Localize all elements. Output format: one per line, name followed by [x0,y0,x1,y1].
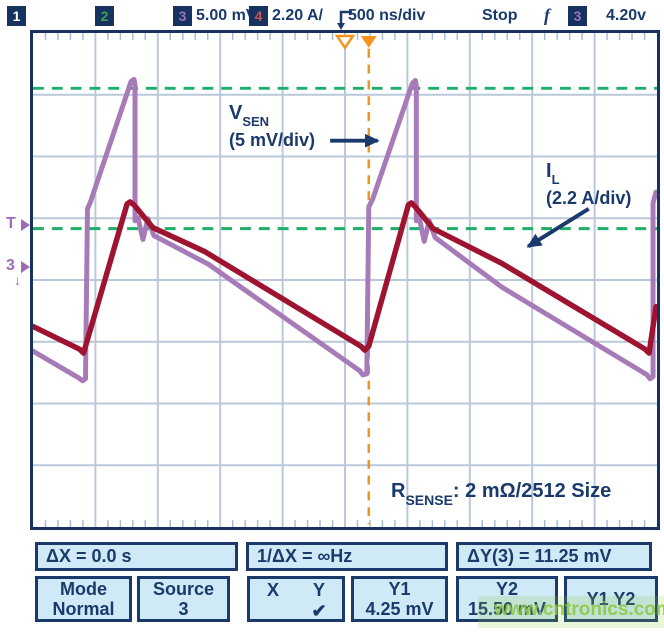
il-symbol: I [546,160,552,182]
y1-label: Y1 [388,579,411,599]
channel-3-badge[interactable]: 3 [173,6,192,26]
source-value: 3 [178,599,189,619]
measurement-panel: ΔX = 0.0 s 1/ΔX = ∞Hz ΔY(3) = 11.25 mV M… [0,536,664,634]
delta-x-readout[interactable]: ΔX = 0.0 s [35,542,238,571]
inv-delta-x-readout[interactable]: 1/ΔX = ∞Hz [246,542,448,571]
y1y2-cursor-button[interactable]: Y1 Y2 [564,576,658,622]
top-bar: 1 2 3 5.00 mV 4 2.20 A/ 500 ns/div Stop … [0,0,664,30]
trigger-marker-arrow-icon [21,219,30,231]
xy-cursor-button[interactable]: X Y ✔ [247,576,345,622]
channel-2-label: 2 [100,8,109,24]
mode-value: Normal [52,599,115,619]
run-state[interactable]: Stop [482,7,518,24]
il-label: IL (2.2 A/div) [546,161,631,209]
trigger-type-symbol: f [544,5,550,25]
mode-button[interactable]: Mode Normal [35,576,132,622]
channel-4-badge[interactable]: 4 [249,6,268,26]
rsense-label: RSENSE: 2 mΩ/2512 Size [391,480,612,509]
source-button[interactable]: Source 3 [137,576,230,622]
watermark-band [478,596,664,628]
vsen-scale: (5 mV/div) [229,129,316,150]
y2-label: Y2 [495,579,519,599]
x-cursor-label: X [266,580,279,600]
trigger-level-marker: T [6,215,16,232]
source-label: Source [152,579,215,599]
channel-3-label: 3 [178,8,187,24]
rsense-symbol: R [391,480,406,502]
channel-4-scale: 2.20 A/ [272,7,323,24]
mode-label: Mode [60,579,107,599]
vsen-symbol: V [229,102,243,124]
vsen-label: VSEN (5 mV/div) [229,103,315,151]
waveform-canvas [33,33,657,527]
y2-value: 15.50 mV [467,599,547,619]
check-icon: ✔ [311,601,327,621]
il-subscript: L [551,171,560,187]
y-cursor-label: Y [312,580,325,600]
trigger-source-badge[interactable]: 3 [568,6,587,26]
vsen-subscript: SEN [242,113,270,129]
down-arrow-icon: ↓ [14,272,21,288]
channel-3-marker-arrow-icon [21,261,30,273]
trigger-source-label: 3 [573,8,582,24]
trigger-level: 4.20v [606,7,647,24]
trigger-edge-icon [337,10,352,30]
scope-graticule: VSEN (5 mV/div) IL (2.2 A/div) RSENSE: 2… [30,30,660,530]
y1-cursor-button[interactable]: Y1 4.25 mV [351,576,448,622]
channel-3-position-marker: 3 [6,257,15,274]
rsense-subscript: SENSE [405,492,453,508]
channel-3-scale: 5.00 mV [196,7,257,24]
rsense-value: : 2 mΩ/2512 Size [452,480,612,502]
channel-1-label: 1 [12,8,21,24]
delta-y-readout[interactable]: ΔY(3) = 11.25 mV [456,542,652,571]
channel-4-label: 4 [254,8,263,24]
il-scale: (2.2 A/div) [546,187,632,208]
y1-value: 4.25 mV [365,599,434,619]
channel-1-badge[interactable]: 1 [7,6,26,26]
y1y2-label: Y1 Y2 [586,588,636,609]
watermark: www.cntronics.com [494,599,664,620]
timebase: 500 ns/div [348,7,426,24]
y2-cursor-button[interactable]: Y2 15.50 mV [456,576,558,622]
channel-2-badge[interactable]: 2 [95,6,114,26]
